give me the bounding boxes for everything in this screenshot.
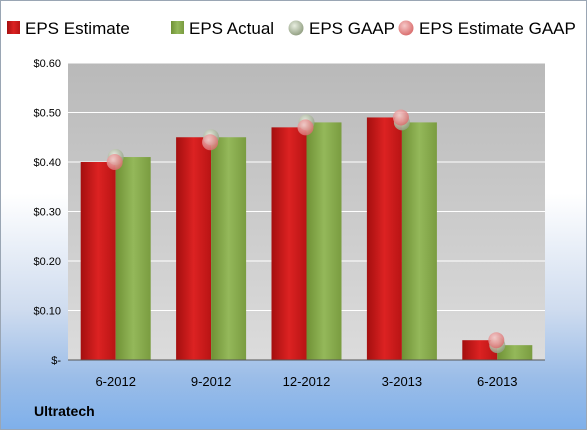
marker-eps-estimate-gaap — [202, 134, 219, 151]
x-category-label: 6-2012 — [95, 374, 135, 389]
legend-label-eps-estimate-gaap: EPS Estimate GAAP — [419, 19, 576, 38]
y-tick-label: $0.50 — [33, 108, 61, 120]
x-axis-category-labels: 6-2012 9-2012 12-2012 3-2013 6-2013 — [95, 374, 517, 389]
bar-eps-actual — [401, 122, 437, 361]
bar-eps-estimate — [271, 127, 307, 360]
bar-eps-actual — [211, 137, 247, 360]
bar-eps-estimate — [80, 162, 116, 360]
x-category-label: 12-2012 — [283, 374, 331, 389]
y-tick-label: $0.10 — [33, 306, 61, 318]
x-category-label: 9-2012 — [191, 374, 231, 389]
y-tick-label: $0.20 — [33, 256, 61, 268]
bars — [80, 117, 533, 361]
gaap-markers — [106, 109, 506, 354]
marker-eps-estimate-gaap — [297, 119, 314, 136]
bar-eps-estimate — [366, 117, 402, 360]
legend-label-eps-gaap: EPS GAAP — [309, 19, 395, 38]
x-category-label: 3-2013 — [382, 374, 422, 389]
bar-eps-actual — [306, 122, 342, 361]
marker-eps-estimate-gaap — [488, 332, 505, 349]
legend-label-eps-actual: EPS Actual — [189, 19, 274, 38]
legend-marker-eps-estimate-gaap — [398, 20, 414, 36]
legend-marker-eps-gaap — [288, 20, 304, 36]
legend-swatch-eps-estimate — [7, 21, 20, 34]
company-name: Ultratech — [34, 403, 95, 419]
legend-label-eps-estimate: EPS Estimate — [25, 19, 130, 38]
bar-eps-estimate — [462, 340, 498, 360]
x-category-label: 6-2013 — [477, 374, 517, 389]
bar-eps-estimate — [176, 137, 212, 360]
marker-eps-estimate-gaap — [106, 154, 123, 170]
legend: EPS Estimate EPS Actual EPS GAAP EPS Est… — [7, 19, 576, 38]
bar-eps-actual — [497, 345, 533, 360]
y-tick-label: $0.60 — [33, 58, 61, 70]
y-axis-tick-labels: $0.60 $0.50 $0.40 $0.30 $0.20 $0.10 $- — [33, 58, 61, 367]
legend-swatch-eps-actual — [171, 21, 184, 34]
y-tick-label: $0.40 — [33, 157, 61, 169]
marker-eps-estimate-gaap — [392, 109, 409, 126]
bar-eps-actual — [115, 157, 151, 360]
y-tick-label: $0.30 — [33, 207, 61, 219]
y-tick-label: $- — [51, 355, 61, 367]
